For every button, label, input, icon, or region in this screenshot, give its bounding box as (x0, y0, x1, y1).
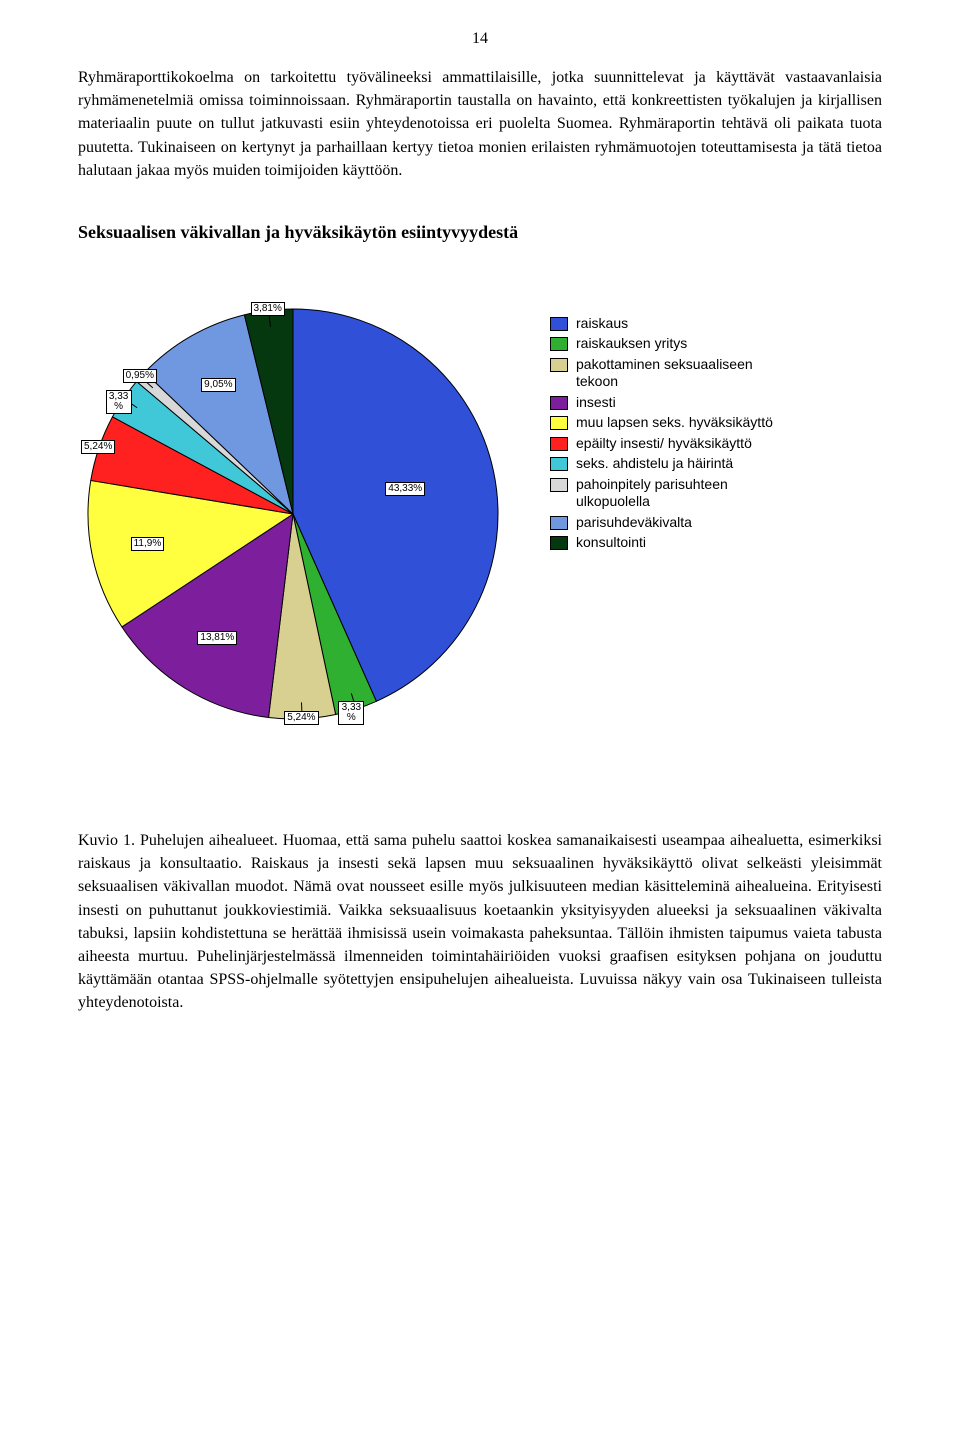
legend-label: parisuhdeväkivalta (576, 514, 692, 532)
legend-swatch (550, 516, 568, 530)
pie-slice-label: 3,81% (251, 302, 285, 316)
legend-swatch (550, 416, 568, 430)
paragraph-caption: Kuvio 1. Puhelujen aihealueet. Huomaa, e… (78, 829, 882, 1015)
pie-slice-label: 11,9% (131, 537, 165, 551)
legend: raiskaus raiskauksen yritys pakottaminen s… (550, 315, 796, 555)
legend-swatch (550, 337, 568, 351)
legend-swatch (550, 396, 568, 410)
pie-slice-label: 5,24% (81, 440, 115, 454)
legend-item: pakottaminen seksuaaliseen tekoon (550, 356, 796, 391)
legend-item: epäilty insesti/ hyväksikäyttö (550, 435, 796, 453)
pie-slice-label: 3,33% (338, 701, 364, 725)
paragraph-intro: Ryhmäraporttikokoelma on tarkoitettu työ… (78, 66, 882, 182)
legend-label: muu lapsen seks. hyväksikäyttö (576, 414, 773, 432)
legend-label: epäilty insesti/ hyväksikäyttö (576, 435, 752, 453)
legend-label: insesti (576, 394, 616, 412)
legend-swatch (550, 437, 568, 451)
legend-label: seks. ahdistelu ja häirintä (576, 455, 733, 473)
legend-swatch (550, 358, 568, 372)
section-title: Seksuaalisen väkivallan ja hyväksikäytön… (78, 222, 882, 243)
legend-item: raiskauksen yritys (550, 335, 796, 353)
legend-item: insesti (550, 394, 796, 412)
legend-swatch (550, 536, 568, 550)
legend-label: konsultointi (576, 534, 646, 552)
chart-area: 43,33% 3,33% 5,24% 13,81% 11,9% 5,24% 3,33% 0,9… (68, 289, 882, 739)
pie-slice-label: 9,05% (201, 378, 235, 392)
page-number: 14 (78, 30, 882, 48)
pie-slice-label: 3,33% (106, 390, 132, 414)
pie-chart: 43,33% 3,33% 5,24% 13,81% 11,9% 5,24% 3,33% 0,9… (68, 289, 518, 739)
legend-item: parisuhdeväkivalta (550, 514, 796, 532)
legend-item: raiskaus (550, 315, 796, 333)
pie-slice-label: 0,95% (123, 369, 157, 383)
legend-swatch (550, 457, 568, 471)
legend-label: pahoinpitely parisuhteen ulkopuolella (576, 476, 796, 511)
legend-label: raiskauksen yritys (576, 335, 687, 353)
legend-item: seks. ahdistelu ja häirintä (550, 455, 796, 473)
legend-item: konsultointi (550, 534, 796, 552)
legend-item: muu lapsen seks. hyväksikäyttö (550, 414, 796, 432)
legend-label: raiskaus (576, 315, 628, 333)
legend-swatch (550, 317, 568, 331)
pie-slice-label: 5,24% (284, 711, 318, 725)
legend-label: pakottaminen seksuaaliseen tekoon (576, 356, 796, 391)
pie-slice-label: 43,33% (385, 482, 425, 496)
pie-slice-label: 13,81% (197, 631, 237, 645)
legend-swatch (550, 478, 568, 492)
legend-item: pahoinpitely parisuhteen ulkopuolella (550, 476, 796, 511)
